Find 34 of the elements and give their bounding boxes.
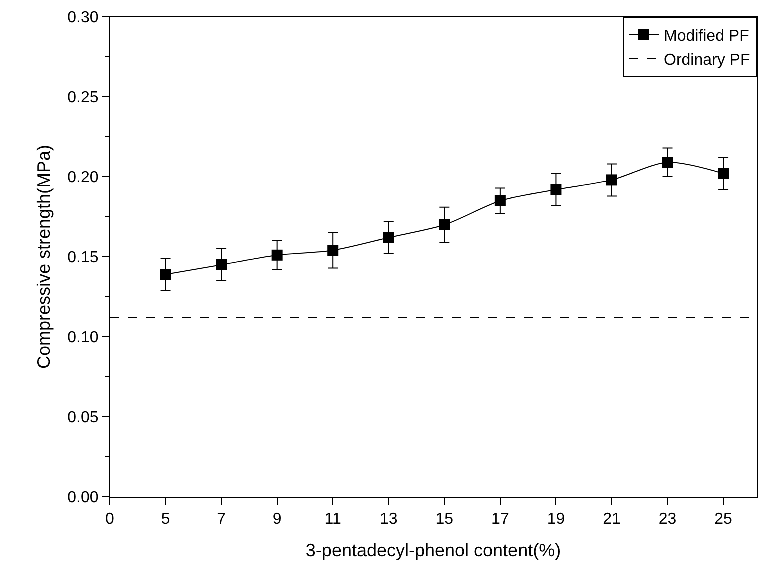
x-axis-title: 3-pentadecyl-phenol content(%) [306, 540, 562, 560]
y-tick-label: 0.15 [68, 250, 99, 267]
y-tick-label: 0.20 [68, 170, 99, 187]
x-tick-label: 11 [324, 511, 342, 528]
x-tick-label: 23 [658, 511, 677, 528]
point [439, 220, 450, 230]
point [216, 260, 228, 270]
point [160, 269, 172, 280]
x-tick-label: 19 [547, 511, 566, 528]
legend-label: Ordinary PF [664, 52, 750, 69]
y-tick-label: 0.05 [68, 410, 99, 427]
point [550, 184, 562, 196]
x-tick-label: 9 [272, 511, 282, 528]
x-tick-label: 7 [217, 511, 226, 528]
point [718, 168, 730, 180]
y-tick-label: 0.10 [68, 330, 99, 347]
x-tick-label: 13 [380, 511, 398, 528]
x-tick-label: 0 [106, 511, 115, 528]
legend-label: Modified PF [664, 28, 750, 46]
x-tick-label: 17 [492, 511, 510, 528]
y-axis-title: Compressive strength(MPa) [34, 144, 54, 370]
y-tick-label: 0.30 [68, 10, 99, 27]
point [328, 245, 339, 256]
y-tick-label: 0.00 [68, 490, 99, 507]
x-tick-label: 25 [714, 511, 733, 528]
point [606, 174, 618, 186]
y-tick-label: 0.25 [68, 90, 99, 107]
point [383, 232, 394, 244]
point [494, 196, 506, 206]
x-tick-label: 5 [161, 511, 170, 528]
x-tick-label: 21 [603, 511, 621, 528]
point [662, 157, 674, 168]
x-tick-label: 15 [436, 511, 454, 528]
point [272, 250, 283, 261]
